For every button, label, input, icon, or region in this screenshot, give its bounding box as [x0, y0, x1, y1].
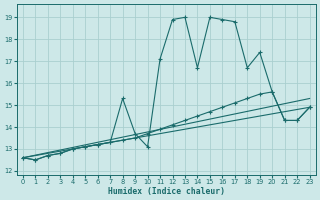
X-axis label: Humidex (Indice chaleur): Humidex (Indice chaleur) — [108, 187, 225, 196]
